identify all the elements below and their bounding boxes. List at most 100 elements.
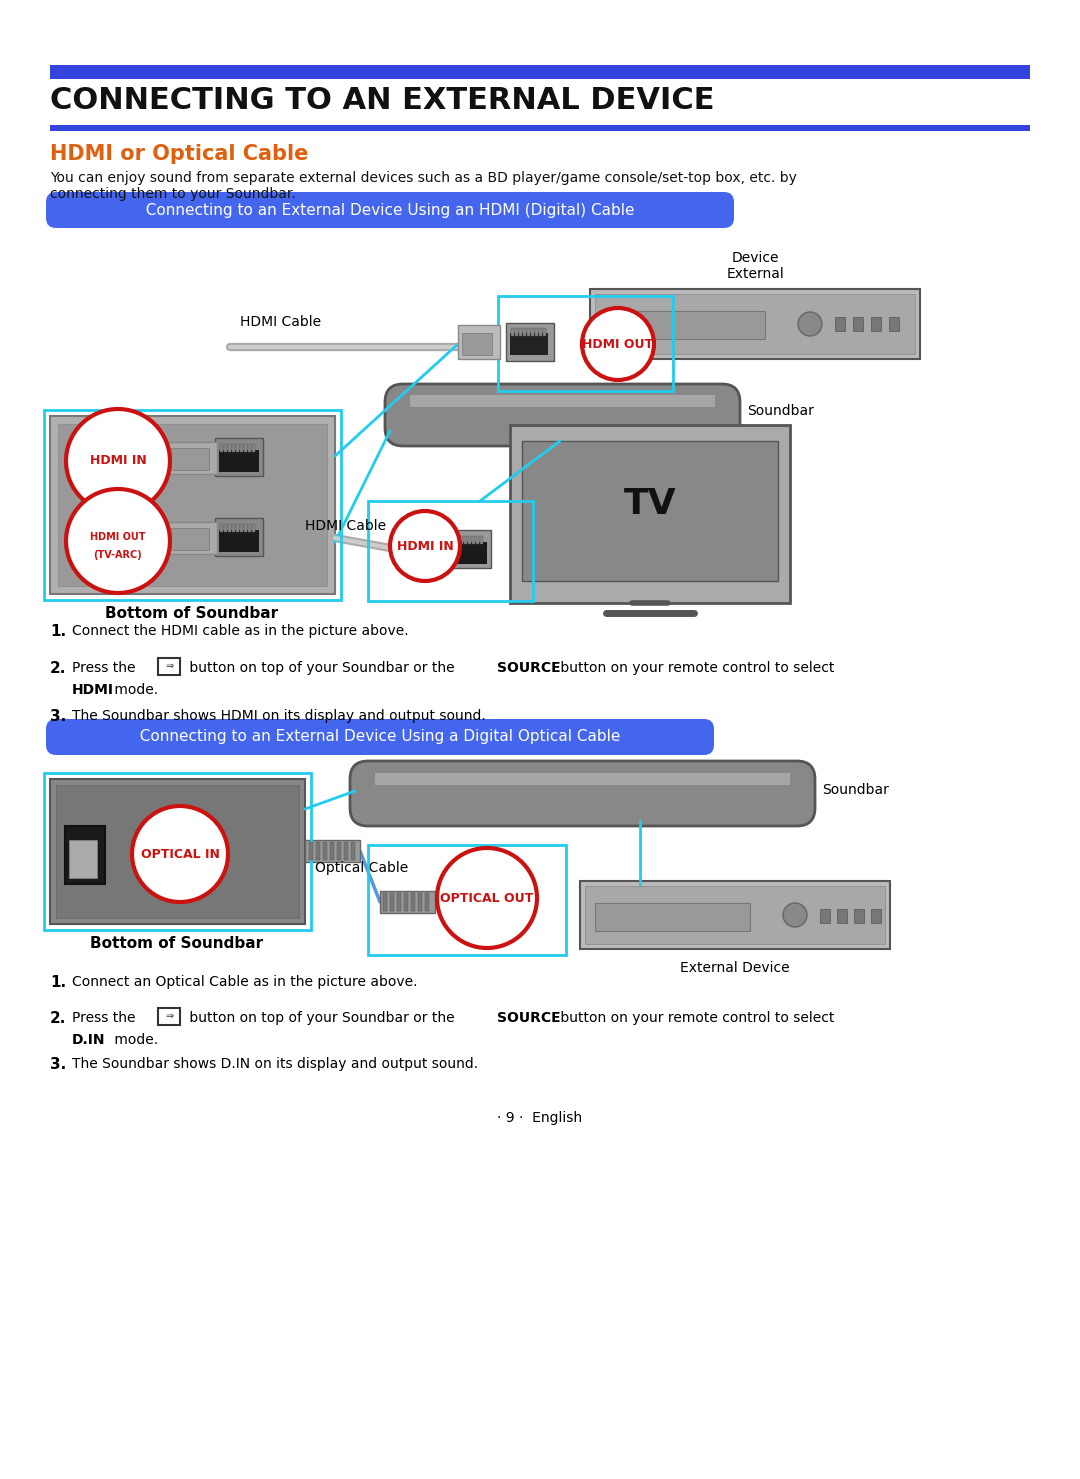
Bar	[440, 890, 470, 913]
Circle shape	[66, 490, 170, 593]
Bar	[383, 893, 387, 911]
Text: The Soundbar shows D.IN on its display and output sound.: The Soundbar shows D.IN on its display a…	[72, 1057, 478, 1071]
Bar	[368, 501, 534, 600]
Bar	[462, 333, 492, 355]
Bar	[50, 779, 305, 924]
Bar	[510, 333, 548, 355]
Text: Connect the HDMI cable as in the picture above.: Connect the HDMI cable as in the picture…	[72, 624, 408, 637]
Bar	[476, 535, 480, 544]
Text: External Device: External Device	[680, 961, 789, 975]
Circle shape	[132, 806, 228, 902]
Bar	[539, 328, 542, 336]
Text: OPTICAL OUT: OPTICAL OUT	[441, 892, 534, 905]
Bar	[585, 886, 885, 944]
Bar	[453, 535, 455, 544]
Bar	[404, 893, 408, 911]
Bar	[351, 842, 355, 859]
Circle shape	[783, 904, 807, 927]
Bar	[410, 395, 715, 407]
Text: (TV-ARC): (TV-ARC)	[94, 550, 143, 559]
FancyBboxPatch shape	[46, 719, 714, 754]
Bar	[507, 322, 554, 361]
Text: Optical Cable: Optical Cable	[315, 861, 408, 876]
Bar	[535, 328, 538, 336]
Bar	[368, 845, 566, 955]
Text: 2.: 2.	[50, 661, 66, 676]
Text: HDMI OUT: HDMI OUT	[91, 531, 146, 541]
Bar	[158, 658, 180, 674]
Bar	[472, 535, 475, 544]
Bar	[58, 424, 327, 586]
Bar	[397, 893, 401, 911]
Bar	[50, 65, 1030, 78]
Text: HDMI IN: HDMI IN	[396, 540, 454, 553]
Bar	[889, 317, 899, 331]
Text: button on top of your Soundbar or the: button on top of your Soundbar or the	[185, 1012, 459, 1025]
Bar	[854, 910, 864, 923]
Bar	[870, 317, 881, 331]
Text: HDMI: HDMI	[72, 683, 114, 697]
Text: TV: TV	[623, 487, 676, 521]
Bar	[240, 524, 243, 532]
Text: SOURCE: SOURCE	[497, 1012, 561, 1025]
Bar	[158, 1009, 180, 1025]
Text: Bottom of Soundbar: Bottom of Soundbar	[91, 936, 264, 951]
Bar	[50, 126, 1030, 132]
Bar	[248, 524, 251, 532]
Bar	[447, 541, 487, 563]
Circle shape	[798, 312, 822, 336]
Bar	[519, 328, 522, 336]
Bar	[220, 444, 222, 453]
Text: HDMI IN: HDMI IN	[90, 454, 147, 467]
Text: CONNECTING TO AN EXTERNAL DEVICE: CONNECTING TO AN EXTERNAL DEVICE	[50, 86, 715, 115]
Bar	[531, 328, 534, 336]
Text: button on your remote control to select: button on your remote control to select	[556, 661, 835, 674]
Text: ⇒: ⇒	[165, 1012, 173, 1021]
Bar	[605, 311, 765, 339]
Circle shape	[582, 308, 654, 380]
Bar	[224, 524, 227, 532]
FancyBboxPatch shape	[384, 385, 740, 447]
Bar	[220, 524, 222, 532]
Text: 3.: 3.	[50, 1057, 66, 1072]
Bar	[870, 910, 881, 923]
Bar	[224, 444, 227, 453]
Text: ⇒: ⇒	[165, 661, 173, 671]
Text: External: External	[726, 268, 784, 281]
Bar	[337, 842, 341, 859]
Bar	[411, 893, 415, 911]
Bar	[309, 842, 313, 859]
Bar	[215, 438, 264, 476]
Bar	[167, 442, 217, 473]
Bar	[835, 317, 845, 331]
Bar	[458, 325, 500, 359]
Bar	[456, 535, 459, 544]
Bar	[375, 774, 789, 785]
Bar	[580, 881, 890, 950]
Text: Soundbar: Soundbar	[747, 404, 814, 419]
Bar	[345, 842, 348, 859]
Bar	[252, 444, 255, 453]
Circle shape	[390, 512, 460, 581]
Text: button on your remote control to select: button on your remote control to select	[556, 1012, 835, 1025]
Bar	[510, 424, 789, 603]
Text: Connecting to an External Device Using a Digital Optical Cable: Connecting to an External Device Using a…	[130, 729, 630, 744]
Bar	[380, 890, 435, 913]
Text: · 9 ·  English: · 9 · English	[498, 1111, 582, 1126]
Text: Device: Device	[731, 251, 779, 265]
Text: OPTICAL IN: OPTICAL IN	[140, 847, 219, 861]
Bar	[443, 529, 491, 568]
Bar	[418, 893, 422, 911]
Bar	[523, 328, 526, 336]
Bar	[44, 410, 341, 600]
Bar	[396, 532, 446, 565]
Bar	[232, 524, 235, 532]
Bar	[515, 328, 518, 336]
Text: Press the: Press the	[72, 1012, 140, 1025]
Bar	[330, 842, 334, 859]
Bar	[323, 842, 327, 859]
Bar	[448, 535, 451, 544]
Bar	[44, 774, 311, 930]
Bar	[464, 535, 467, 544]
Bar	[853, 317, 863, 331]
